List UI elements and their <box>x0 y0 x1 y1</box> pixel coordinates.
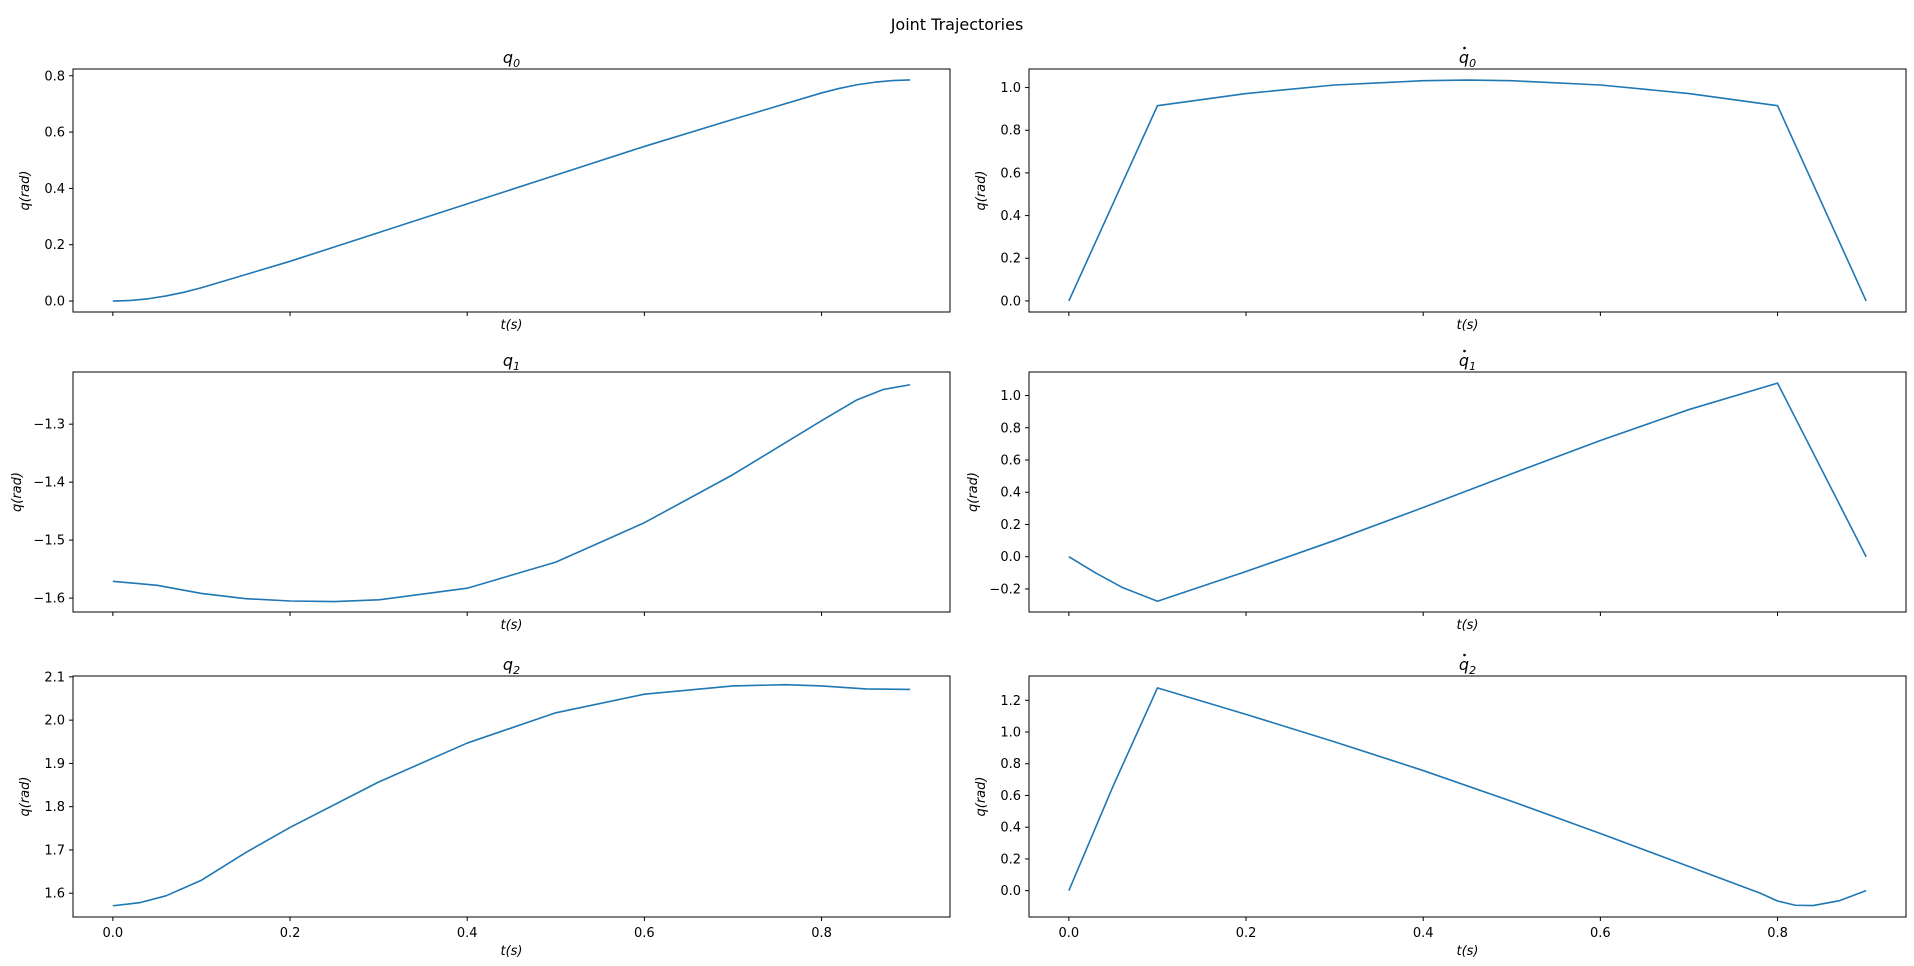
series-line <box>1068 382 1867 603</box>
subplot-grid: 0.00.20.40.60.8t(s)q(rad)q00.00.20.40.60… <box>10 46 1907 959</box>
y-axis-label: q(rad) <box>974 171 989 211</box>
subplot-title: q0 <box>503 48 520 70</box>
title-symbol: q <box>503 655 513 674</box>
y-axis-label: q(rad) <box>18 171 33 211</box>
y-tick-label: 1.0 <box>1000 389 1021 404</box>
derivative-dot <box>1463 349 1466 353</box>
title-subscript: 0 <box>513 57 520 70</box>
subplot-2: −1.6 −1.5 −1.4 −1.3 t(s) q(rad) q1 <box>10 351 951 633</box>
y-tick-label: 1.0 <box>1000 81 1021 96</box>
y-tick-label: 0.2 <box>44 238 65 253</box>
title-symbol: q <box>1459 48 1469 67</box>
y-tick-label: 1.6 <box>44 887 65 902</box>
subplot-title: q1 <box>503 351 520 373</box>
y-tick-label: 0.6 <box>1000 166 1021 181</box>
derivative-dot <box>1463 653 1466 657</box>
title-symbol: q <box>1459 351 1469 370</box>
y-tick-label: 0.4 <box>1000 821 1021 836</box>
y-tick-label: −1.3 <box>33 418 65 433</box>
x-axis-label: t(s) <box>500 318 522 333</box>
y-tick-label: 0.0 <box>1000 550 1021 565</box>
title-symbol: q <box>503 48 513 67</box>
y-tick-label: 0.8 <box>44 69 65 84</box>
y-tick-label: 1.2 <box>1000 694 1021 709</box>
x-axis-label: t(s) <box>500 944 522 959</box>
title-subscript: 0 <box>1469 57 1476 70</box>
subplot-title: q1 <box>1459 351 1476 373</box>
x-tick-label: 0.8 <box>811 926 832 941</box>
subplot-0: 0.0 0.2 0.4 0.6 0.8 t(s) q(rad) q0 <box>18 48 951 333</box>
y-axis-label: q(rad) <box>18 777 33 817</box>
x-axis-label: t(s) <box>1456 944 1478 959</box>
x-axis-label: t(s) <box>1456 318 1478 333</box>
y-tick-label: 0.8 <box>1000 124 1021 139</box>
subplot-5: 0.0 0.2 0.4 0.6 0.8 0.0 0.2 0.4 0.6 0.8 1.0 1.2 t(s)… <box>974 653 1907 959</box>
derivative-dot <box>1463 46 1466 50</box>
y-tick-label: 1.0 <box>1000 726 1021 741</box>
y-tick-label: 2.1 <box>44 670 65 685</box>
axes-frame <box>72 371 951 613</box>
y-tick-label: 1.8 <box>44 800 65 815</box>
x-tick-label: 0.6 <box>1590 926 1611 941</box>
subplot-4: 0.0 0.2 0.4 0.6 0.8 1.6 1.7 1.8 1.9 2.0 2.1 t(s) q(r… <box>18 655 951 959</box>
y-tick-label: 0.8 <box>1000 757 1021 772</box>
x-tick-label: 0.0 <box>103 926 124 941</box>
axes-frame <box>1028 675 1907 918</box>
series-line <box>1068 79 1867 302</box>
figure-title: Joint Trajectories <box>890 15 1024 34</box>
y-tick-label: −0.2 <box>989 582 1021 597</box>
y-tick-label: 0.4 <box>1000 486 1021 501</box>
series-line <box>112 79 911 302</box>
subplot-1: 0.0 0.2 0.4 0.6 0.8 1.0 t(s) q(rad) q0 <box>974 46 1907 333</box>
y-tick-label: 0.2 <box>1000 252 1021 267</box>
x-axis-label: t(s) <box>500 618 522 633</box>
title-subscript: 2 <box>513 664 520 677</box>
subplot-title: q0 <box>1459 48 1476 70</box>
y-axis-label: q(rad) <box>10 472 25 512</box>
series-line <box>1068 687 1867 907</box>
x-tick-label: 0.2 <box>1236 926 1257 941</box>
x-tick-label: 0.0 <box>1059 926 1080 941</box>
y-tick-label: 0.6 <box>1000 454 1021 469</box>
y-tick-label: 0.0 <box>1000 884 1021 899</box>
y-tick-label: 0.0 <box>1000 294 1021 309</box>
x-axis-label: t(s) <box>1456 618 1478 633</box>
subplot-title: q2 <box>1459 655 1476 677</box>
title-subscript: 2 <box>1469 664 1476 677</box>
title-symbol: q <box>1459 655 1469 674</box>
y-tick-label: 0.4 <box>44 182 65 197</box>
x-tick-label: 0.4 <box>1413 926 1434 941</box>
x-tick-label: 0.6 <box>634 926 655 941</box>
subplot-3: −0.2 0.0 0.2 0.4 0.6 0.8 1.0 t(s) q(rad) q1 <box>966 349 1907 633</box>
axes-frame <box>1028 68 1907 313</box>
title-symbol: q <box>503 351 513 370</box>
y-tick-label: 0.2 <box>1000 852 1021 867</box>
axes-frame <box>72 68 951 313</box>
y-tick-label: −1.5 <box>33 534 65 549</box>
series-line <box>112 683 911 907</box>
y-tick-label: 0.6 <box>1000 789 1021 804</box>
title-subscript: 1 <box>1469 360 1476 373</box>
x-tick-label: 0.8 <box>1767 926 1788 941</box>
y-tick-label: −1.4 <box>33 476 65 491</box>
series-line <box>112 383 911 603</box>
title-subscript: 1 <box>513 360 520 373</box>
y-axis-label: q(rad) <box>974 777 989 817</box>
y-tick-label: 0.8 <box>1000 421 1021 436</box>
y-axis-label: q(rad) <box>966 472 981 512</box>
y-tick-label: 2.0 <box>44 714 65 729</box>
x-tick-label: 0.4 <box>457 926 478 941</box>
y-tick-label: 0.6 <box>44 126 65 141</box>
axes-frame <box>1028 371 1907 613</box>
x-tick-label: 0.2 <box>280 926 301 941</box>
y-tick-label: −1.6 <box>33 592 65 607</box>
y-tick-label: 0.0 <box>44 295 65 310</box>
y-tick-label: 1.7 <box>44 843 65 858</box>
y-tick-label: 1.9 <box>44 757 65 772</box>
y-tick-label: 0.2 <box>1000 518 1021 533</box>
subplot-title: q2 <box>503 655 520 677</box>
axes-frame <box>72 675 951 918</box>
y-tick-label: 0.4 <box>1000 209 1021 224</box>
